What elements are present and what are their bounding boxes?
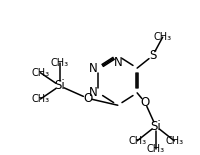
Text: N: N: [113, 56, 122, 69]
Text: N: N: [89, 86, 98, 99]
Text: CH₃: CH₃: [31, 68, 49, 78]
Text: N: N: [89, 62, 98, 75]
Text: O: O: [83, 92, 92, 105]
Text: Si: Si: [54, 79, 65, 92]
Text: CH₃: CH₃: [154, 32, 172, 42]
Text: O: O: [140, 96, 150, 109]
Text: CH₃: CH₃: [165, 136, 183, 146]
Text: Si: Si: [150, 120, 161, 133]
Text: S: S: [149, 49, 156, 62]
Text: CH₃: CH₃: [128, 136, 146, 146]
Text: CH₃: CH₃: [51, 58, 69, 69]
Text: CH₃: CH₃: [147, 144, 165, 154]
Text: CH₃: CH₃: [31, 94, 49, 104]
